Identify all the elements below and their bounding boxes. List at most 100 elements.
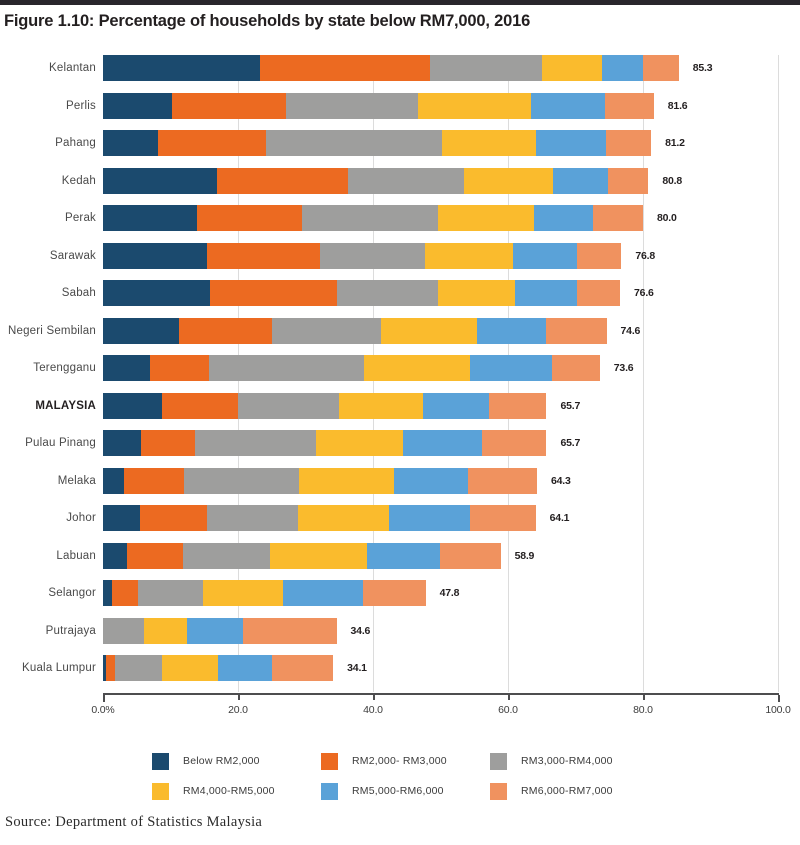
legend-label: Below RM2,000: [183, 755, 260, 767]
axis-tick-label: 100.0: [765, 704, 791, 716]
bar-segment: [271, 317, 382, 344]
bar-segment: [150, 355, 209, 381]
bar-row: MALAYSIA 65.7: [0, 392, 800, 431]
bar-segment: [206, 242, 320, 269]
category-label: Putrajaya: [45, 624, 96, 637]
bar-segment: [468, 467, 537, 494]
bar-segment: [103, 242, 207, 269]
total-value-label: 81.2: [665, 137, 685, 149]
bar-segment: [112, 580, 139, 606]
category-label: Pulau Pinang: [25, 437, 96, 449]
bar-segment: [103, 655, 106, 681]
bar-segment: [512, 242, 577, 269]
category-label: Sabah: [61, 287, 96, 299]
stacked-bar: [103, 392, 547, 419]
bar-segment: [103, 617, 144, 644]
bar-segment: [541, 55, 603, 81]
bar-segment: [441, 130, 537, 156]
bar-segment: [319, 242, 425, 269]
bar-segment: [206, 505, 299, 531]
legend: Below RM2,000 RM2,000- RM3,000 RM3,000-RM4…: [152, 752, 690, 800]
bar-segment: [218, 655, 273, 681]
bar-segment: [105, 655, 116, 681]
total-value-label: 64.1: [549, 512, 570, 524]
category-label: Sarawak: [49, 249, 96, 262]
bar-segment: [115, 655, 162, 681]
bar-segment: [439, 542, 501, 569]
stacked-bar: [103, 430, 547, 456]
bar-segment: [381, 317, 477, 344]
total-value-label: 34.1: [347, 662, 367, 674]
axis-tick-label: 60.0: [498, 704, 518, 716]
bar-segment: [103, 205, 197, 231]
legend-swatch: [152, 752, 169, 770]
bar-row: Sarawak 76.8: [0, 242, 800, 281]
x-axis-line: [103, 693, 779, 695]
bar-segment: [530, 92, 606, 119]
legend-swatch: [321, 752, 338, 770]
bar-segment: [593, 205, 643, 231]
stacked-bar: [103, 205, 643, 231]
total-value-label: 58.9: [514, 549, 535, 562]
category-label: Kedah: [61, 174, 96, 187]
bar-segment: [196, 205, 303, 231]
bar-row: Selangor 47.8: [0, 580, 800, 618]
category-label: Pahang: [55, 137, 96, 149]
total-value-label: 76.8: [635, 249, 656, 262]
bar-segment: [143, 617, 187, 644]
bar-segment: [103, 55, 260, 81]
category-label: Perlis: [66, 99, 96, 112]
bar-segment: [140, 430, 195, 456]
stacked-bar: [103, 580, 426, 606]
gridline: [643, 55, 644, 692]
bar-segment: [161, 392, 238, 419]
bar-segment: [362, 580, 426, 606]
bar-segment: [422, 392, 490, 419]
stacked-bar: [103, 55, 679, 81]
bar-segment: [514, 280, 578, 306]
stacked-bar: [103, 242, 622, 269]
axis-tick-label: 40.0: [363, 704, 383, 716]
bar-segment: [470, 355, 552, 381]
total-value-label: 65.7: [560, 437, 581, 449]
bar-segment: [103, 467, 124, 494]
bar-segment: [194, 430, 317, 456]
bar-row: Sabah 76.6: [0, 280, 800, 318]
category-label: Kelantan: [49, 62, 96, 74]
axis-tick: [238, 695, 240, 700]
bar-row: Labuan 58.9: [0, 542, 800, 581]
legend-label: RM3,000-RM4,000: [521, 755, 613, 767]
bar-segment: [138, 580, 203, 606]
stacked-bar: [103, 92, 654, 119]
bar-segment: [605, 92, 654, 119]
bar-segment: [171, 92, 286, 119]
bar-segment: [605, 130, 652, 156]
legend-item: RM2,000- RM3,000: [321, 752, 490, 770]
bar-segment: [123, 467, 184, 494]
bar-segment: [336, 280, 439, 306]
bar-segment: [298, 505, 389, 531]
bar-row: Pulau Pinang 65.7: [0, 430, 800, 468]
stacked-bar: [103, 167, 649, 194]
bar-segment: [551, 355, 600, 381]
legend-swatch: [152, 782, 169, 800]
bar-segment: [103, 167, 218, 194]
legend-label: RM6,000-RM7,000: [521, 785, 613, 797]
bar-row: Terengganu 73.6: [0, 355, 800, 393]
bar-segment: [607, 167, 649, 194]
bar-segment: [259, 55, 430, 81]
chart-title: Figure 1.10: Percentage of households by…: [4, 11, 531, 30]
source-text: Source: Department of Statistics Malaysi…: [5, 814, 263, 830]
stacked-bar: [103, 505, 536, 531]
total-value-label: 74.6: [620, 324, 641, 337]
legend-item: Below RM2,000: [152, 752, 321, 770]
bar-segment: [536, 130, 606, 156]
bar-segment: [272, 655, 334, 681]
bar-segment: [186, 617, 243, 644]
total-value-label: 80.8: [662, 174, 683, 187]
bars-area: Kelantan 85.3 Perlis 81.6 Pahang 81.2 Kedah 80.…: [0, 55, 800, 693]
category-label: Kuala Lumpur: [22, 662, 96, 674]
total-value-label: 85.3: [692, 62, 713, 74]
